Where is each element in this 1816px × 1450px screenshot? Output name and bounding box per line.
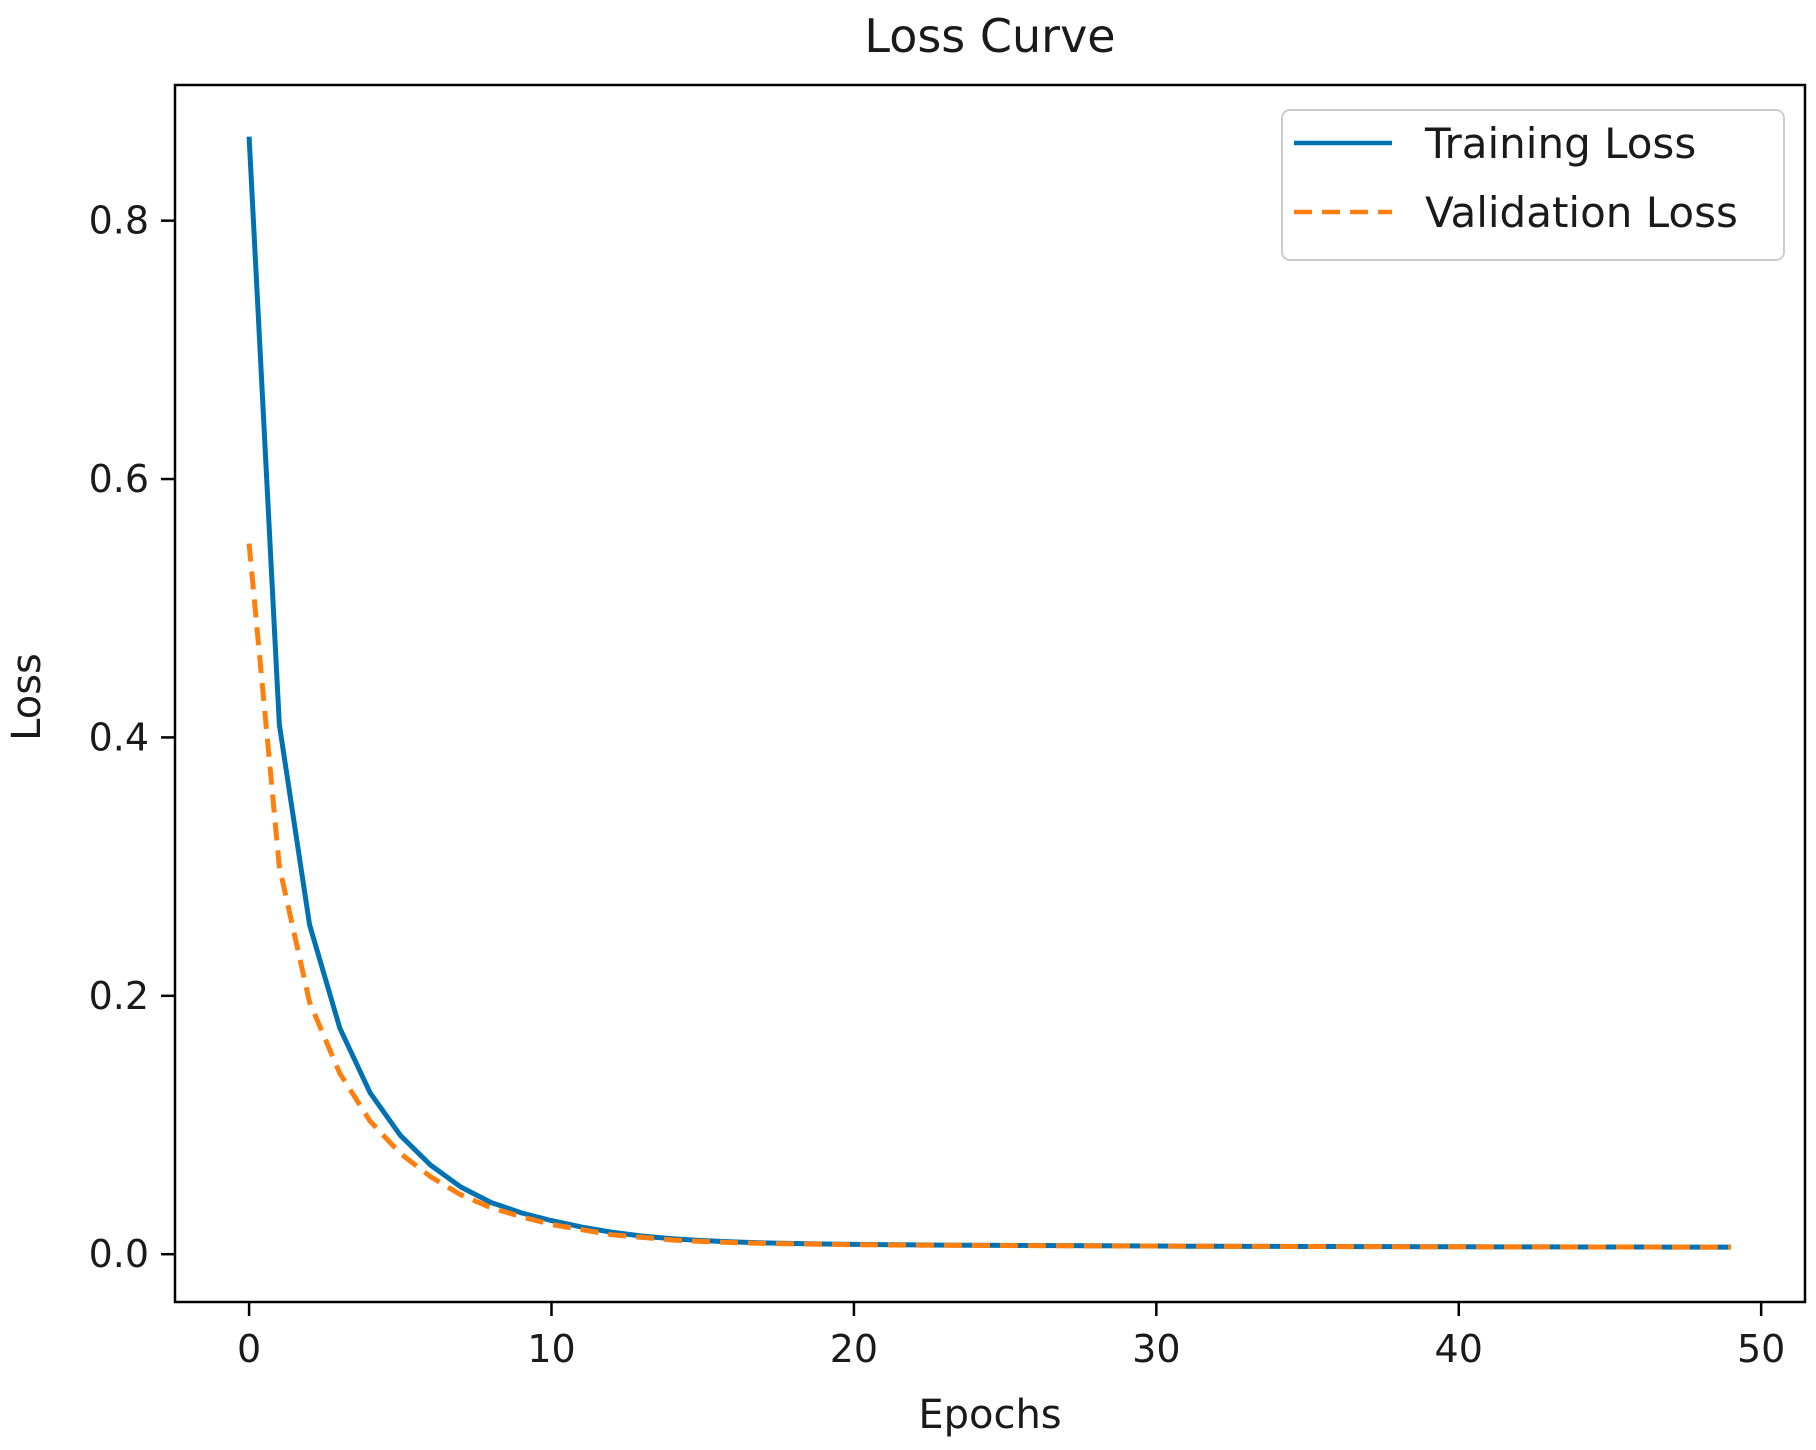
x-tick-label: 10	[527, 1327, 575, 1371]
legend-label-validation-loss: Validation Loss	[1425, 188, 1738, 237]
x-axis: 0 10 20 30 40 50	[237, 1302, 1785, 1371]
x-tick-label: 20	[830, 1327, 878, 1371]
x-tick-label: 40	[1435, 1327, 1483, 1371]
x-tick-label: 0	[237, 1327, 261, 1371]
y-tick-label: 0.6	[89, 457, 149, 501]
legend-box	[1281, 109, 1785, 261]
series-layer	[246, 136, 1731, 1250]
y-axis-title: Loss	[4, 653, 50, 741]
y-tick-label: 0.0	[89, 1232, 149, 1276]
legend: Training Loss Validation Loss	[1281, 109, 1785, 261]
chart-title: Loss Curve	[864, 9, 1115, 63]
series-line-validation-loss	[246, 543, 1731, 1250]
x-tick-label: 50	[1737, 1327, 1785, 1371]
plot-area	[173, 83, 1807, 1304]
y-tick-label: 0.4	[89, 715, 149, 759]
y-axis: 0.0 0.2 0.4 0.6 0.8	[89, 199, 175, 1276]
x-tick-label: 30	[1132, 1327, 1180, 1371]
y-tick-label: 0.8	[89, 199, 149, 243]
x-axis-title: Epochs	[918, 1392, 1061, 1438]
legend-label-training-loss: Training Loss	[1424, 119, 1696, 168]
y-tick-label: 0.2	[89, 974, 149, 1018]
